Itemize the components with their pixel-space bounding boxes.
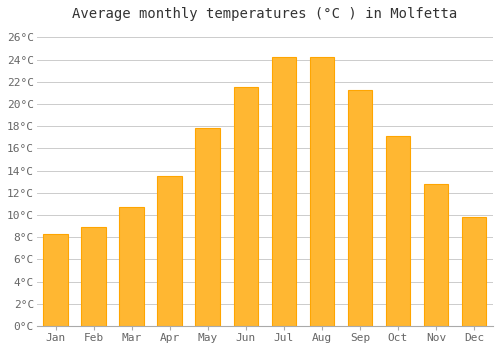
Bar <box>234 88 258 326</box>
Bar <box>310 57 334 326</box>
Bar <box>462 217 486 326</box>
Bar <box>44 234 68 326</box>
Title: Average monthly temperatures (°C ) in Molfetta: Average monthly temperatures (°C ) in Mo… <box>72 7 458 21</box>
Bar <box>196 128 220 326</box>
Bar <box>424 184 448 326</box>
Bar <box>82 227 106 326</box>
Bar <box>120 207 144 326</box>
Bar <box>348 90 372 326</box>
Bar <box>386 136 410 326</box>
Bar <box>158 176 182 326</box>
Bar <box>272 57 296 326</box>
